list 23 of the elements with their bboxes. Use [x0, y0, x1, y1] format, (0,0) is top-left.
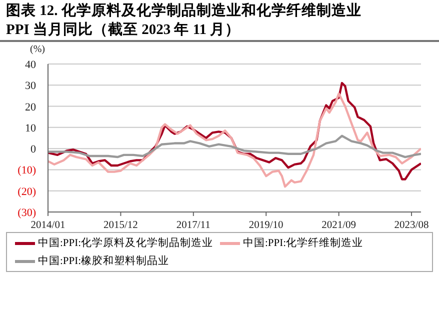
- y-tick-label: 10: [25, 122, 36, 134]
- y-tick-label: (10): [18, 164, 36, 177]
- x-tick-label: 2017/11: [176, 220, 210, 231]
- legend-label: 中国:PPI:化学纤维制造业: [243, 236, 364, 250]
- y-tick-label: 20: [25, 101, 36, 114]
- y-tick-label: 40: [25, 59, 36, 71]
- line-series: [48, 82, 421, 180]
- x-tick-label: 2019/10: [248, 220, 284, 231]
- chart-subtitle: PPI 当月同比（截至 2023 年 11 月）: [6, 21, 242, 40]
- x-tick-label: 2015/12: [103, 220, 138, 231]
- y-tick-label: (20): [18, 186, 36, 198]
- line-series: [48, 134, 421, 158]
- x-tick-label: 2014/01: [30, 220, 66, 231]
- y-tick-label: 30: [25, 80, 36, 92]
- y-tick-label: (30): [18, 207, 36, 219]
- legend-label: 中国:PPI:化学原料及化学制品制造业: [38, 236, 214, 250]
- x-tick-label: 2021/09: [322, 220, 356, 231]
- y-tick-label: 0: [30, 144, 36, 156]
- line-series: [48, 92, 421, 188]
- legend-label: 中国:PPI:橡胶和塑料制品业: [38, 254, 170, 268]
- x-tick-label: 2023/08: [394, 220, 429, 231]
- y-axis-title: (%): [30, 44, 45, 55]
- chart-title: 图表 12. 化学原料及化学制品制造业和化学纤维制造业: [6, 2, 362, 21]
